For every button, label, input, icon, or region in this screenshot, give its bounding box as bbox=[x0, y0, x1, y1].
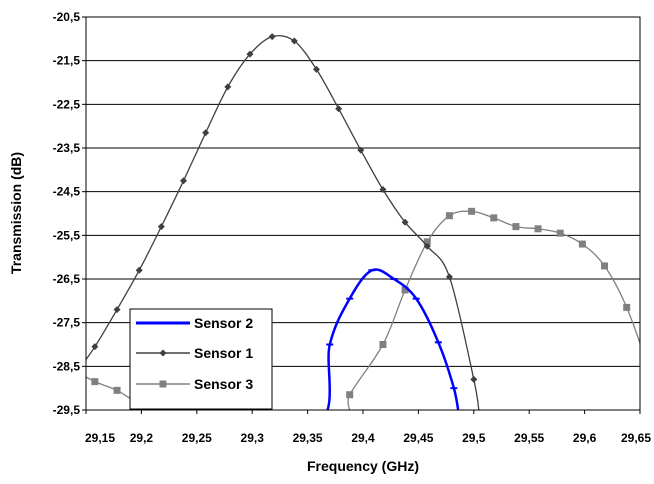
x-tick-label: 29,6 bbox=[573, 431, 597, 445]
data-point bbox=[91, 378, 99, 386]
data-point bbox=[445, 212, 453, 220]
y-tick-label: -25,5 bbox=[53, 228, 81, 242]
data-point bbox=[379, 341, 387, 348]
y-tick-label: -26,5 bbox=[53, 272, 81, 286]
x-tick-label: 29,45 bbox=[403, 431, 433, 445]
legend-box bbox=[129, 308, 273, 410]
data-point bbox=[113, 306, 121, 314]
y-tick-label: -23,5 bbox=[53, 141, 81, 155]
y-tick-label: -27,5 bbox=[53, 316, 81, 330]
legend-swatch-marker bbox=[159, 380, 167, 388]
legend-label: Sensor 3 bbox=[194, 376, 253, 392]
x-tick-label: 29,25 bbox=[182, 431, 212, 445]
series-line bbox=[148, 268, 460, 410]
data-point bbox=[534, 225, 542, 233]
data-point bbox=[601, 262, 609, 270]
legend-label: Sensor 1 bbox=[194, 345, 253, 361]
data-point bbox=[476, 411, 483, 418]
data-point bbox=[401, 286, 409, 294]
y-tick-label: -24,5 bbox=[53, 185, 81, 199]
y-axis-title: Transmission (dB) bbox=[8, 152, 24, 274]
legend-entry: Sensor 1 bbox=[136, 345, 253, 361]
data-point bbox=[648, 372, 654, 379]
x-tick-label: 29,35 bbox=[293, 431, 323, 445]
series-sensor-1 bbox=[86, 33, 483, 418]
x-tick-label: 29,4 bbox=[351, 431, 375, 445]
x-tick-label: 29,2 bbox=[130, 431, 154, 445]
data-point bbox=[578, 240, 586, 248]
legend-entry: Sensor 2 bbox=[136, 315, 253, 331]
legend: Sensor 2 Sensor 1 Sensor 3 bbox=[129, 308, 273, 410]
y-tick-label: -21,5 bbox=[53, 54, 81, 68]
x-tick-label: 29,55 bbox=[514, 431, 544, 445]
x-axis-title: Frequency (GHz) bbox=[307, 458, 419, 474]
data-point bbox=[423, 242, 431, 250]
data-point bbox=[180, 177, 188, 185]
data-point bbox=[470, 375, 478, 383]
data-point bbox=[623, 303, 631, 311]
data-point bbox=[468, 207, 476, 215]
x-tick-label: 29,5 bbox=[462, 431, 486, 445]
data-point bbox=[346, 391, 354, 399]
x-tick-label: 29,3 bbox=[241, 431, 265, 445]
data-point bbox=[246, 50, 254, 58]
x-tick-label: 29,15 bbox=[85, 431, 115, 445]
data-point bbox=[556, 229, 564, 237]
x-tick-label: 29,65 bbox=[621, 431, 651, 445]
data-point bbox=[202, 129, 210, 137]
data-point bbox=[135, 266, 143, 274]
data-point bbox=[423, 238, 431, 246]
data-point bbox=[512, 223, 520, 231]
data-point bbox=[490, 214, 498, 222]
tick-layer: -20,5 -21,5 -22,5 -23,5 -24,5 -25,5 -26,5 -27,5… bbox=[53, 10, 652, 445]
data-point bbox=[401, 218, 409, 226]
data-point bbox=[357, 146, 365, 154]
legend-label: Sensor 2 bbox=[194, 315, 253, 331]
legend-entry: Sensor 3 bbox=[136, 376, 253, 392]
data-point bbox=[445, 273, 453, 281]
data-point bbox=[290, 37, 298, 45]
data-point bbox=[332, 426, 339, 433]
y-tick-label: -28,5 bbox=[53, 359, 81, 373]
data-point bbox=[312, 65, 320, 73]
y-tick-label: -20,5 bbox=[53, 10, 81, 24]
legend-swatch-marker bbox=[159, 349, 167, 357]
data-point bbox=[268, 33, 276, 41]
data-point bbox=[91, 343, 99, 351]
data-point bbox=[379, 185, 387, 193]
data-point bbox=[157, 223, 165, 231]
data-point bbox=[113, 386, 121, 394]
data-point bbox=[335, 105, 343, 113]
y-tick-label: -22,5 bbox=[53, 97, 81, 111]
y-tick-label: -29,5 bbox=[53, 403, 81, 417]
data-point bbox=[224, 83, 232, 91]
